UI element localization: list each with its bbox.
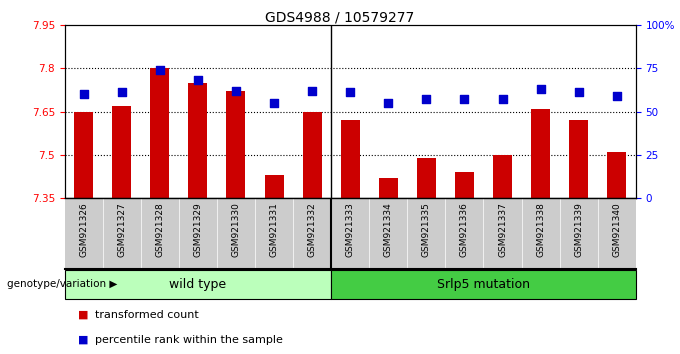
Bar: [531, 109, 550, 198]
Text: ■: ■: [78, 310, 88, 320]
Point: [116, 90, 127, 95]
Text: percentile rank within the sample: percentile rank within the sample: [95, 335, 283, 345]
Point: [535, 86, 546, 92]
Bar: [265, 175, 284, 198]
Point: [383, 100, 394, 106]
Text: transformed count: transformed count: [95, 310, 199, 320]
Bar: [331, 270, 636, 298]
Bar: [188, 82, 207, 198]
Text: GSM921326: GSM921326: [79, 202, 88, 257]
Point: [307, 88, 318, 93]
Point: [192, 78, 203, 83]
Text: GSM921336: GSM921336: [460, 202, 469, 257]
Point: [345, 90, 356, 95]
Point: [421, 97, 432, 102]
Point: [573, 90, 584, 95]
Text: GSM921330: GSM921330: [231, 202, 241, 257]
Bar: [569, 120, 588, 198]
Text: GSM921333: GSM921333: [345, 202, 355, 257]
Text: GSM921335: GSM921335: [422, 202, 431, 257]
Text: GSM921338: GSM921338: [536, 202, 545, 257]
Bar: [493, 155, 512, 198]
Bar: [74, 112, 93, 198]
Point: [497, 97, 508, 102]
Text: GDS4988 / 10579277: GDS4988 / 10579277: [265, 11, 415, 25]
Text: GSM921334: GSM921334: [384, 202, 393, 257]
Point: [231, 88, 241, 93]
Point: [611, 93, 622, 99]
Bar: [341, 120, 360, 198]
Bar: [379, 178, 398, 198]
Point: [459, 97, 470, 102]
Text: GSM921339: GSM921339: [574, 202, 583, 257]
Text: ■: ■: [78, 335, 88, 345]
Text: GSM921329: GSM921329: [193, 202, 203, 257]
Text: GSM921328: GSM921328: [155, 202, 165, 257]
Point: [154, 67, 165, 73]
Text: wild type: wild type: [169, 278, 226, 291]
Text: GSM921337: GSM921337: [498, 202, 507, 257]
Bar: [607, 152, 626, 198]
Bar: [417, 158, 436, 198]
Text: genotype/variation ▶: genotype/variation ▶: [7, 279, 117, 289]
Point: [269, 100, 279, 106]
Bar: [455, 172, 474, 198]
Text: GSM921331: GSM921331: [269, 202, 279, 257]
Text: Srlp5 mutation: Srlp5 mutation: [437, 278, 530, 291]
Bar: [150, 68, 169, 198]
Text: GSM921332: GSM921332: [307, 202, 317, 257]
Text: GSM921327: GSM921327: [117, 202, 126, 257]
Bar: [226, 91, 245, 198]
Bar: [65, 270, 331, 298]
Point: [78, 91, 89, 97]
Bar: [112, 106, 131, 198]
Bar: [303, 112, 322, 198]
Text: GSM921340: GSM921340: [612, 202, 622, 257]
